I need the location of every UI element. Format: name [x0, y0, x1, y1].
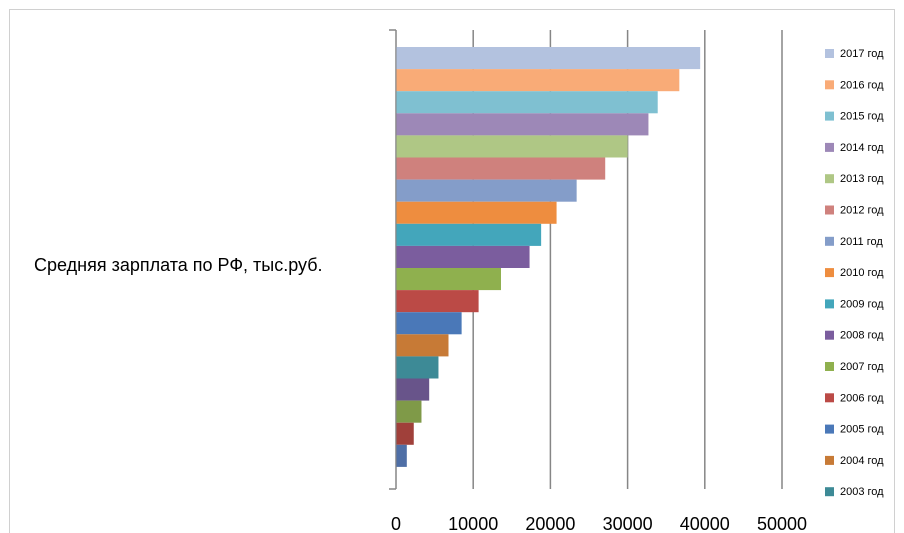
x-tick-label: 30000: [603, 514, 653, 533]
x-tick-label: 10000: [448, 514, 498, 533]
legend-swatch: [825, 424, 834, 434]
x-tick-label: 40000: [680, 514, 730, 533]
bar-2010-год: [396, 268, 501, 291]
legend-swatch: [825, 111, 834, 121]
bar-2014-год: [396, 179, 577, 202]
bar-2006-год: [396, 356, 439, 379]
bar-2013-год: [396, 201, 557, 224]
legend-swatch: [825, 205, 834, 215]
legend-label: 2007 год: [840, 361, 884, 373]
legend-swatch: [825, 487, 834, 497]
bar-2018-год: [396, 91, 658, 114]
legend-swatch: [825, 49, 834, 58]
bar-2017-год: [396, 113, 649, 136]
legend-swatch: [825, 268, 834, 278]
legend-swatch: [825, 236, 834, 246]
bar-2011-год: [396, 245, 530, 268]
bar-2009-год: [396, 290, 479, 313]
legend-swatch: [825, 299, 834, 309]
category-label: Средняя зарплата по РФ, тыс.руб.: [34, 255, 323, 275]
bar-2004-год: [396, 400, 422, 423]
legend-swatch: [825, 80, 834, 90]
bar-2008-год: [396, 312, 462, 335]
legend-swatch: [825, 362, 834, 371]
bar-2002-год: [396, 444, 407, 467]
legend-label: 2016 год: [840, 79, 884, 91]
legend-label: 2014 год: [840, 142, 884, 154]
legend-label: 2006 год: [840, 392, 884, 404]
legend-swatch: [825, 455, 834, 465]
legend-label: 2011 год: [840, 236, 883, 248]
legend-label: 2008 год: [840, 330, 884, 342]
x-tick-label: 0: [391, 514, 401, 533]
bar-2016-год: [396, 135, 628, 158]
legend-label: 2017 год: [840, 48, 884, 60]
legend-label: 2010 год: [840, 267, 884, 279]
legend-label: 2005 год: [840, 424, 884, 436]
legend-swatch: [825, 330, 834, 340]
bar-2020-год: [396, 47, 701, 70]
bar-2015-год: [396, 157, 606, 180]
legend-label: 2015 год: [840, 111, 884, 123]
legend-swatch: [825, 142, 834, 152]
bar-2007-год: [396, 334, 449, 357]
legend-label: 2013 год: [840, 173, 884, 185]
bar-2019-год: [396, 69, 680, 92]
legend-swatch: [825, 393, 834, 403]
bar-2012-год: [396, 223, 542, 246]
legend-swatch: [825, 174, 834, 184]
x-tick-label: 50000: [757, 514, 807, 533]
legend-label: 2009 год: [840, 298, 884, 310]
legend-label: 2003 год: [840, 486, 884, 498]
legend-label: 2012 год: [840, 205, 884, 217]
bar-2003-год: [396, 422, 414, 445]
bar-2005-год: [396, 378, 430, 401]
legend-label: 2004 год: [840, 455, 884, 467]
x-tick-label: 20000: [525, 514, 575, 533]
